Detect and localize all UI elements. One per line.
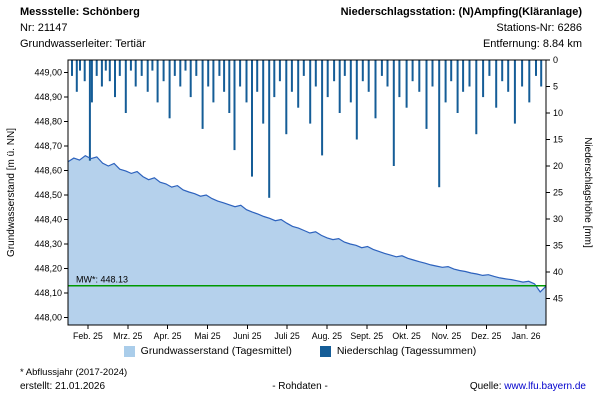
svg-text:449,00: 449,00 [34,67,62,77]
created-date-label: erstellt: 21.01.2026 [20,381,106,392]
svg-text:45: 45 [553,294,563,304]
source-link[interactable]: www.lfu.bayern.de [504,381,586,392]
svg-text:448,10: 448,10 [34,288,62,298]
precipitation-station-title: Niederschlagsstation: (N)Ampfing(Kläranl… [340,6,582,18]
svg-text:Nov. 25: Nov. 25 [432,331,462,341]
svg-text:5: 5 [553,82,558,92]
discharge-year-note: * Abflussjahr (2017-2024) [20,367,128,378]
svg-text:448,20: 448,20 [34,264,62,274]
svg-text:35: 35 [553,241,563,251]
svg-text:15: 15 [553,135,563,145]
svg-text:448,70: 448,70 [34,141,62,151]
svg-text:25: 25 [553,188,563,198]
svg-text:Dez. 25: Dez. 25 [471,331,501,341]
svg-text:Apr. 25: Apr. 25 [154,331,182,341]
legend-item-groundwater: Grundwasserstand (Tagesmittel) [123,345,292,357]
legend-item-precipitation: Niederschlag (Tagessummen) [319,345,477,357]
chart-canvas: MW*: 448.13 449,00 448,90 448,80 448,70 448,6… [6,55,593,341]
svg-text:Juli 25: Juli 25 [274,331,300,341]
svg-text:30: 30 [553,214,563,224]
aquifer-label: Grundwasserleiter: Tertiär [20,38,146,50]
distance-label: Entfernung: 8.84 km [482,38,582,50]
svg-text:Okt. 25: Okt. 25 [392,331,420,341]
precipitation-station-number: Stations-Nr: 6286 [496,22,582,34]
legend-groundwater-label: Grundwasserstand (Tagesmittel) [140,345,292,357]
svg-text:Mrz. 25: Mrz. 25 [113,331,142,341]
legend-precipitation-label: Niederschlag (Tagessummen) [336,345,477,357]
svg-text:Niederschlagshöhe [mm]: Niederschlagshöhe [mm] [582,137,593,248]
svg-text:448,00: 448,00 [34,313,62,323]
svg-text:448,30: 448,30 [34,239,62,249]
svg-text:Grundwasserstand [m ü. NN]: Grundwasserstand [m ü. NN] [6,128,17,257]
groundwater-swatch-icon [123,345,135,357]
svg-text:MW*: 448.13: MW*: 448.13 [76,275,128,285]
svg-text:40: 40 [553,267,563,277]
svg-text:Juni 25: Juni 25 [233,331,261,341]
raw-data-label: - Rohdaten - [272,381,328,392]
svg-text:Sept. 25: Sept. 25 [350,331,383,341]
svg-text:448,90: 448,90 [34,92,62,102]
measuring-site-title: Messstelle: Schönberg [20,6,140,18]
svg-text:Jan. 26: Jan. 26 [512,331,541,341]
chart-legend: Grundwasserstand (Tagesmittel) Niedersch… [0,345,600,357]
source-container: Quelle: www.lfu.bayern.de [470,381,586,392]
svg-text:Aug. 25: Aug. 25 [312,331,342,341]
groundwater-precipitation-chart: MW*: 448.13 449,00 448,90 448,80 448,70 448,6… [0,52,600,344]
svg-text:10: 10 [553,108,563,118]
svg-text:20: 20 [553,161,563,171]
svg-text:Feb. 25: Feb. 25 [73,331,103,341]
source-label: Quelle: [469,381,502,392]
svg-text:0: 0 [553,55,558,65]
svg-text:448,60: 448,60 [34,165,62,175]
station-info-left: Messstelle: Schönberg Nr: 21147 Grundwas… [20,4,146,52]
svg-text:448,50: 448,50 [34,190,62,200]
svg-text:448,40: 448,40 [34,215,62,225]
measuring-site-number: Nr: 21147 [20,22,68,34]
station-info-right: Niederschlagsstation: (N)Ampfing(Kläranl… [341,4,582,52]
precipitation-swatch-icon [319,345,331,357]
svg-text:Mai 25: Mai 25 [194,331,221,341]
svg-text:448,80: 448,80 [34,116,62,126]
